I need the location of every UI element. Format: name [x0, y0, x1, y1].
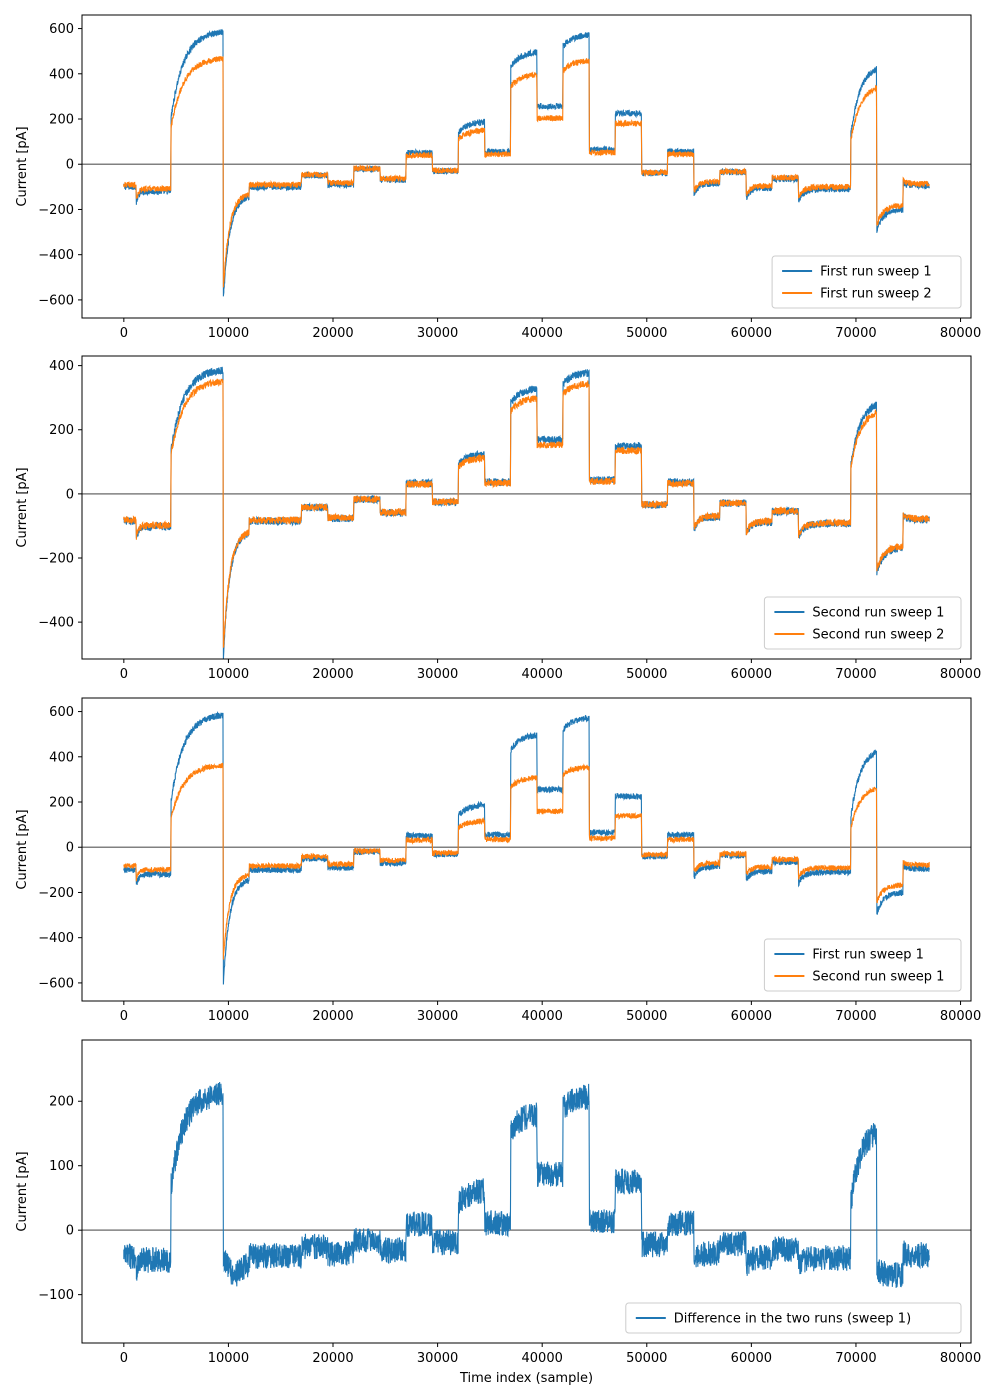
- legend: First run sweep 1 First run sweep 2: [771, 255, 962, 309]
- x-tick-label: 10000: [208, 1351, 249, 1366]
- y-axis-label: Current [pA]: [15, 1151, 30, 1231]
- legend-label: First run sweep 1: [820, 265, 932, 280]
- panel-2: 0 10000 20000 30000 40000 50000 60000 70000 8000…: [15, 355, 981, 682]
- y-tick-label: 600: [49, 22, 74, 37]
- legend-label: First run sweep 2: [820, 287, 932, 302]
- x-tick-label: 60000: [731, 326, 772, 341]
- x-tick-label: 0: [120, 1351, 128, 1366]
- y-tick-label: −200: [38, 552, 74, 567]
- axes-frame: [81, 14, 972, 319]
- y-tick-label: 0: [66, 841, 74, 856]
- y-tick-label: 200: [49, 796, 74, 811]
- x-tick-label: 50000: [626, 1351, 667, 1366]
- y-tick-label: 600: [49, 705, 74, 720]
- x-tick-label: 80000: [940, 1009, 981, 1024]
- legend-box: [763, 596, 962, 650]
- x-tick-label: 40000: [522, 326, 563, 341]
- x-tick-label: 70000: [835, 1009, 876, 1024]
- y-tick-label: 400: [49, 359, 74, 374]
- x-tick-label: 50000: [626, 1009, 667, 1024]
- panel-3: 0 10000 20000 30000 40000 50000 60000 70000 8000…: [15, 697, 981, 1024]
- legend-label: First run sweep 1: [812, 948, 924, 963]
- x-tick-label: 50000: [626, 326, 667, 341]
- y-tick-label: −600: [38, 293, 74, 308]
- y-tick-label: 0: [66, 487, 74, 502]
- x-tick-label: 50000: [626, 667, 667, 682]
- y-tick-label: −200: [38, 203, 74, 218]
- x-tick-label: 30000: [417, 1009, 458, 1024]
- legend: First run sweep 1 Second run sweep 1: [763, 938, 962, 992]
- axes-frame: [81, 355, 972, 660]
- x-tick-label: 10000: [208, 326, 249, 341]
- panel-1: 0 10000 20000 30000 40000 50000 60000 70000 8000…: [15, 14, 981, 341]
- x-tick-label: 60000: [731, 1009, 772, 1024]
- x-tick-label: 40000: [522, 1009, 563, 1024]
- x-tick-label: 30000: [417, 1351, 458, 1366]
- y-tick-label: 200: [49, 113, 74, 128]
- y-axis-label: Current [pA]: [15, 809, 30, 889]
- y-tick-label: −200: [38, 886, 74, 901]
- x-tick-label: 40000: [522, 667, 563, 682]
- y-tick-label: 0: [66, 158, 74, 173]
- y-tick-label: −400: [38, 616, 74, 631]
- legend-label: Second run sweep 1: [812, 970, 944, 985]
- y-tick-label: 200: [49, 423, 74, 438]
- y-axis-label: Current [pA]: [15, 467, 30, 547]
- y-tick-label: −400: [38, 931, 74, 946]
- x-tick-label: 30000: [417, 667, 458, 682]
- y-tick-label: 400: [49, 67, 74, 82]
- legend: Difference in the two runs (sweep 1): [625, 1302, 962, 1334]
- x-tick-label: 20000: [312, 1009, 353, 1024]
- x-tick-label: 0: [120, 1009, 128, 1024]
- y-tick-label: −600: [38, 976, 74, 991]
- x-tick-label: 80000: [940, 1351, 981, 1366]
- x-tick-label: 70000: [835, 1351, 876, 1366]
- y-tick-label: 200: [49, 1095, 74, 1110]
- y-tick-label: 100: [49, 1159, 74, 1174]
- axes-frame: [81, 1039, 972, 1344]
- x-tick-label: 0: [120, 667, 128, 682]
- x-tick-label: 60000: [731, 1351, 772, 1366]
- y-axis-label: Current [pA]: [15, 126, 30, 206]
- x-axis-label: Time index (sample): [459, 1371, 593, 1386]
- x-tick-label: 20000: [312, 1351, 353, 1366]
- x-tick-label: 10000: [208, 1009, 249, 1024]
- y-tick-label: −100: [38, 1288, 74, 1303]
- series-line-2: [123, 378, 930, 648]
- x-tick-label: 80000: [940, 667, 981, 682]
- x-tick-label: 80000: [940, 326, 981, 341]
- y-tick-label: 400: [49, 750, 74, 765]
- x-tick-label: 60000: [731, 667, 772, 682]
- axes-frame: [81, 697, 972, 1002]
- x-tick-label: 30000: [417, 326, 458, 341]
- series-line-1: [123, 1082, 930, 1288]
- x-tick-label: 70000: [835, 667, 876, 682]
- legend-label: Second run sweep 2: [812, 628, 944, 643]
- x-tick-label: 0: [120, 326, 128, 341]
- legend-box: [625, 1302, 962, 1334]
- legend-label: Difference in the two runs (sweep 1): [674, 1312, 911, 1327]
- x-tick-label: 40000: [522, 1351, 563, 1366]
- x-tick-label: 20000: [312, 326, 353, 341]
- x-tick-label: 20000: [312, 667, 353, 682]
- legend: Second run sweep 1 Second run sweep 2: [763, 596, 962, 650]
- y-tick-label: −400: [38, 248, 74, 263]
- series-line-2: [123, 762, 930, 960]
- series-line-2: [123, 56, 930, 288]
- legend-box: [763, 938, 962, 992]
- series-line-1: [123, 28, 930, 297]
- x-tick-label: 10000: [208, 667, 249, 682]
- x-tick-label: 70000: [835, 326, 876, 341]
- panel-4: 0 10000 20000 30000 40000 50000 60000 70000 8000…: [15, 1039, 981, 1386]
- legend-label: Second run sweep 1: [812, 606, 944, 621]
- legend-box: [771, 255, 962, 309]
- y-tick-label: 0: [66, 1224, 74, 1239]
